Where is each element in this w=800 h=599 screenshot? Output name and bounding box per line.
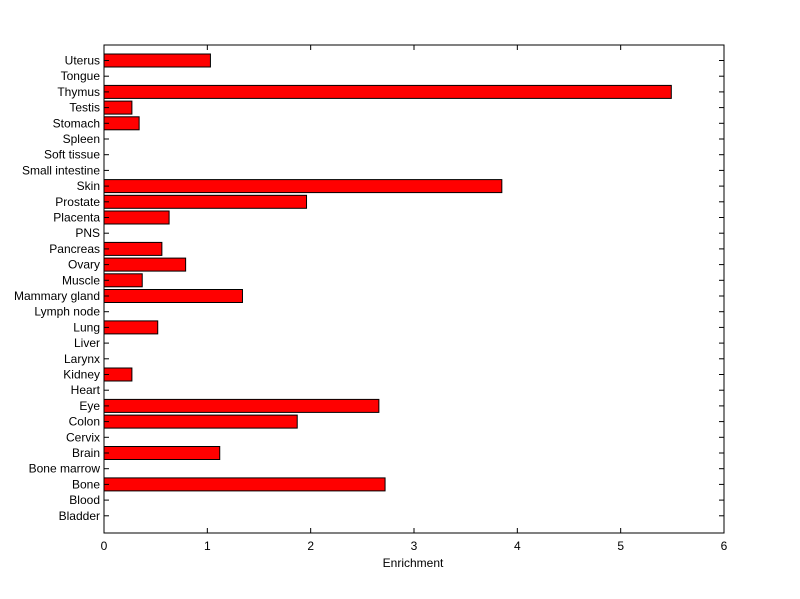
bar-mammary-gland — [103, 289, 243, 303]
y-tick-label-larynx: Larynx — [64, 352, 100, 366]
bar-skin — [103, 179, 503, 194]
bar-prostate — [103, 194, 308, 209]
x-axis-label: Enrichment — [383, 556, 444, 570]
y-tick-label-eye: Eye — [79, 399, 100, 413]
bar-thymus — [103, 84, 672, 99]
y-tick-label-lung: Lung — [73, 320, 100, 334]
y-tick-label-bone-marrow: Bone marrow — [29, 462, 101, 476]
y-tick-label-brain: Brain — [72, 446, 100, 460]
bar-muscle — [103, 273, 143, 288]
y-tick-label-skin: Skin — [77, 179, 100, 193]
y-tick-label-placenta: Placenta — [53, 211, 100, 225]
y-tick-label-spleen: Spleen — [63, 132, 100, 146]
y-tick-label-small-intestine: Small intestine — [22, 163, 100, 177]
y-tick-label-pancreas: Pancreas — [49, 242, 100, 256]
x-tick-label-1: 1 — [204, 539, 211, 553]
y-tick-label-lymph-node: Lymph node — [34, 305, 100, 319]
bar-eye — [103, 398, 380, 413]
y-tick-label-mammary-gland: Mammary gland — [14, 289, 100, 303]
y-tick-label-pns: PNS — [75, 226, 100, 240]
y-tick-label-liver: Liver — [74, 336, 100, 350]
y-tick-label-ovary: Ovary — [68, 258, 100, 272]
bar-stomach — [103, 116, 140, 131]
x-tick-label-3: 3 — [411, 539, 418, 553]
y-tick-label-blood: Blood — [69, 493, 100, 507]
bar-ovary — [103, 257, 187, 272]
bar-lung — [103, 320, 159, 335]
x-tick-label-0: 0 — [101, 539, 108, 553]
y-tick-label-bone: Bone — [72, 477, 100, 491]
y-tick-label-bladder: Bladder — [59, 509, 100, 523]
x-tick-label-6: 6 — [721, 539, 728, 553]
y-tick-label-testis: Testis — [69, 101, 100, 115]
y-tick-label-uterus: Uterus — [65, 54, 100, 68]
x-tick-label-4: 4 — [514, 539, 521, 553]
y-tick-label-muscle: Muscle — [62, 273, 100, 287]
y-tick-label-prostate: Prostate — [55, 195, 100, 209]
bar-bone — [103, 477, 386, 492]
y-tick-label-thymus: Thymus — [57, 85, 100, 99]
bar-placenta — [103, 210, 170, 225]
y-tick-label-cervix: Cervix — [66, 430, 100, 444]
plot-frame — [103, 44, 725, 534]
y-tick-label-soft-tissue: Soft tissue — [44, 148, 100, 162]
y-tick-label-kidney: Kidney — [63, 368, 100, 382]
y-tick-label-stomach: Stomach — [53, 116, 100, 130]
bar-colon — [103, 414, 298, 429]
x-tick-label-5: 5 — [617, 539, 624, 553]
y-tick-label-tongue: Tongue — [61, 69, 101, 83]
bar-brain — [103, 446, 221, 460]
y-tick-label-colon: Colon — [69, 415, 100, 429]
x-ticks-group: 0 1 2 3 4 5 6 — [101, 45, 728, 553]
bar-uterus — [103, 53, 211, 68]
bar-pancreas — [103, 241, 163, 256]
x-tick-label-2: 2 — [307, 539, 314, 553]
y-tick-label-heart: Heart — [71, 383, 101, 397]
